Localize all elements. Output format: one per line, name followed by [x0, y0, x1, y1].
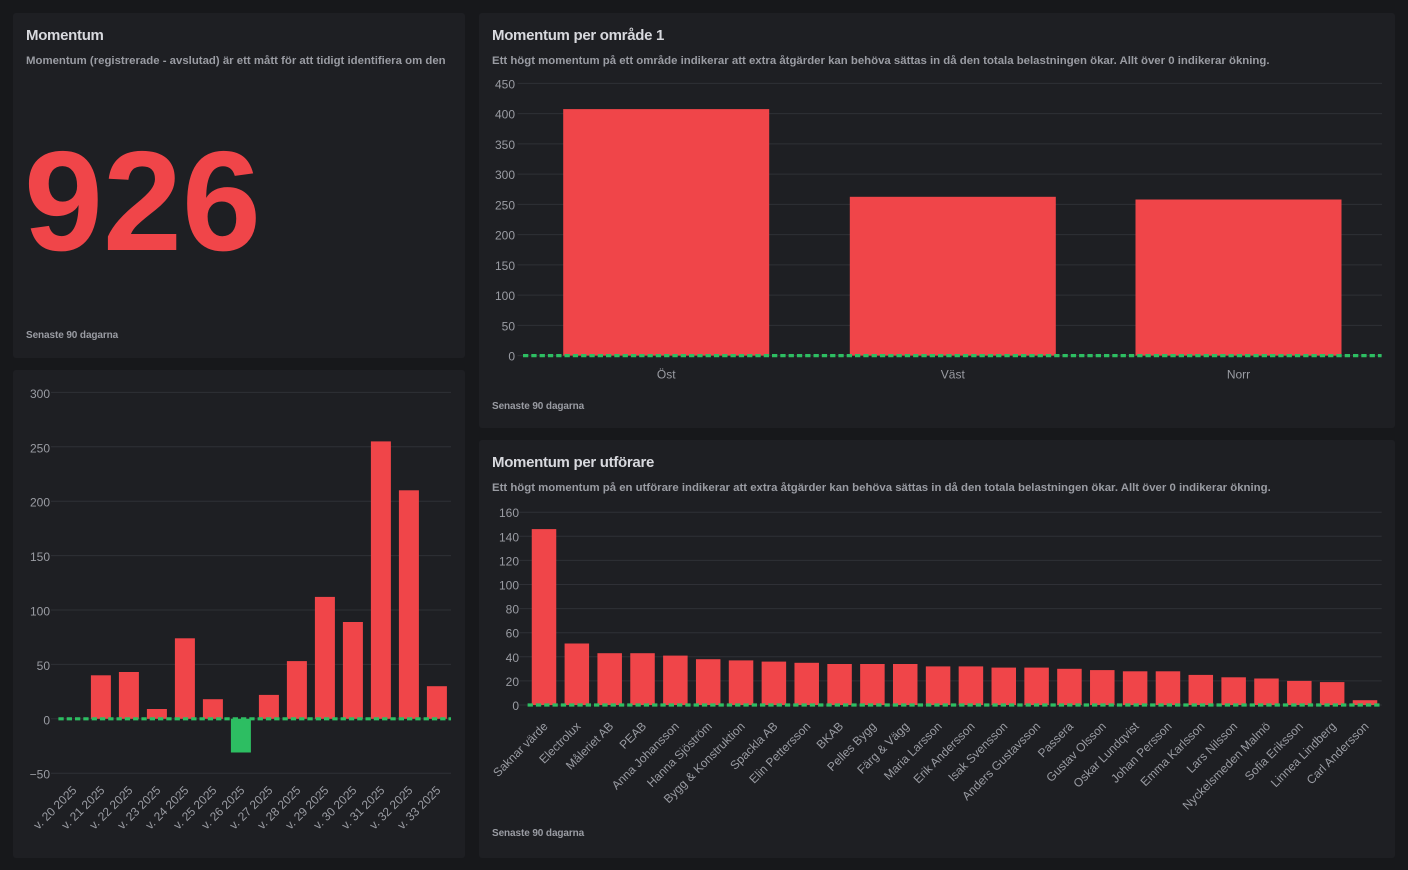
svg-text:450: 450 — [495, 77, 515, 91]
svg-text:0: 0 — [43, 713, 50, 727]
svg-text:80: 80 — [506, 603, 520, 617]
svg-text:300: 300 — [495, 168, 515, 182]
svg-text:150: 150 — [30, 550, 50, 564]
svg-text:300: 300 — [30, 387, 50, 401]
svg-text:Saknar värde: Saknar värde — [490, 719, 551, 780]
svg-text:100: 100 — [499, 579, 519, 593]
svg-text:0: 0 — [508, 350, 515, 364]
svg-text:250: 250 — [495, 198, 515, 212]
svg-text:Norr: Norr — [1227, 368, 1250, 382]
svg-text:50: 50 — [37, 659, 51, 673]
svg-text:120: 120 — [499, 554, 519, 568]
svg-text:Öst: Öst — [657, 368, 676, 382]
svg-text:0: 0 — [512, 699, 519, 713]
svg-text:100: 100 — [495, 289, 515, 303]
svg-text:400: 400 — [495, 108, 515, 122]
svg-text:20: 20 — [506, 675, 520, 689]
svg-text:140: 140 — [499, 530, 519, 544]
svg-text:60: 60 — [506, 627, 520, 641]
svg-text:200: 200 — [495, 229, 515, 243]
svg-text:250: 250 — [30, 441, 50, 455]
svg-text:350: 350 — [495, 138, 515, 152]
svg-text:50: 50 — [502, 319, 516, 333]
svg-text:160: 160 — [499, 506, 519, 520]
svg-text:40: 40 — [506, 651, 520, 665]
svg-text:200: 200 — [30, 496, 50, 510]
svg-text:−50: −50 — [30, 768, 51, 782]
svg-text:150: 150 — [495, 259, 515, 273]
svg-text:100: 100 — [30, 605, 50, 619]
svg-text:Väst: Väst — [941, 368, 966, 382]
